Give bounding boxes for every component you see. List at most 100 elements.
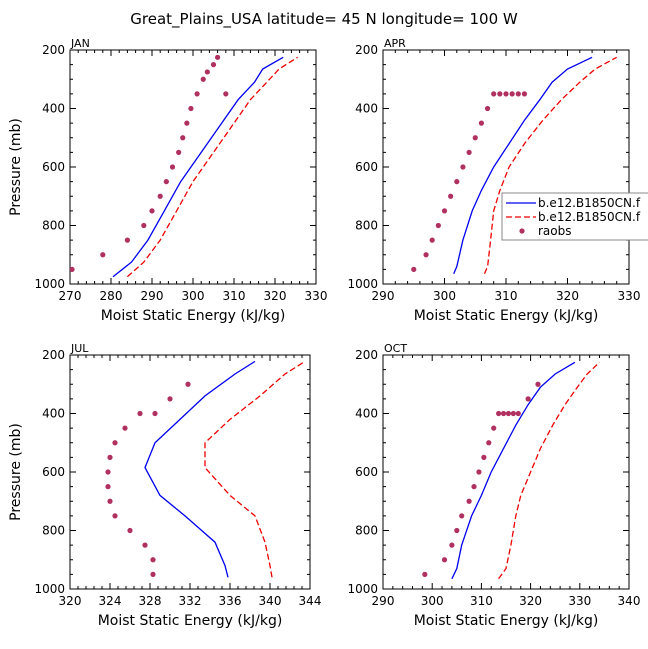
- y-tick-label: 1000: [347, 277, 378, 291]
- raobs-point: [515, 410, 521, 417]
- x-tick-label: 320: [519, 594, 542, 608]
- raobs-point: [157, 193, 163, 199]
- y-tick-label: 1000: [34, 582, 65, 596]
- raobs-point: [150, 571, 156, 577]
- data-area: [422, 361, 600, 580]
- raobs-point: [484, 105, 491, 112]
- x-axis-label: Moist Static Energy (kJ/kg): [414, 308, 599, 324]
- raobs-point: [472, 135, 478, 141]
- data-area: [70, 54, 298, 278]
- raobs-point: [486, 440, 492, 446]
- x-tick-label: 330: [618, 289, 641, 303]
- raobs-point: [169, 164, 176, 170]
- raobs-point: [210, 62, 217, 68]
- raobs-point: [142, 542, 148, 548]
- raobs-point: [163, 179, 169, 185]
- y-tick-label: 600: [42, 465, 65, 479]
- x-tick-label: 320: [59, 594, 82, 608]
- x-tick-label: 290: [141, 289, 164, 303]
- raobs-point: [105, 484, 111, 490]
- y-tick-label: 400: [42, 407, 65, 421]
- x-tick-label: 300: [433, 289, 456, 303]
- raobs-point: [460, 164, 466, 170]
- raobs-point: [200, 76, 206, 82]
- raobs-point: [503, 91, 509, 97]
- raobs-point: [122, 425, 128, 431]
- raobs-point: [107, 454, 113, 460]
- series-line-model-b: [498, 361, 600, 580]
- raobs-point: [454, 527, 460, 534]
- raobs-point: [188, 105, 194, 112]
- legend-label: raobs: [538, 224, 572, 238]
- raobs-point: [454, 179, 460, 185]
- x-tick-label: 330: [305, 289, 328, 303]
- panel-oct: 290 300 310 320 330 340 200 400 600 800 1000 OCT Moi…: [347, 342, 640, 629]
- raobs-point: [521, 91, 528, 97]
- raobs-point: [422, 571, 428, 577]
- series-line-model-b: [204, 360, 306, 578]
- x-tick-label: 290: [372, 289, 395, 303]
- x-tick-label: 280: [100, 289, 123, 303]
- raobs-point: [496, 410, 502, 417]
- raobs-point: [481, 454, 487, 460]
- y-tick-label: 400: [42, 102, 65, 116]
- panel-label: JUL: [70, 342, 89, 355]
- panels: 270 280 290 300 310 320 330 200 400 600 800 1000 JAN…: [8, 37, 640, 629]
- y-tick-label: 800: [355, 524, 378, 538]
- raobs-point: [105, 469, 111, 475]
- raobs-point: [149, 208, 155, 214]
- x-tick-label: 344: [299, 594, 322, 608]
- x-tick-label: 336: [219, 594, 242, 608]
- raobs-point: [535, 381, 541, 387]
- panel-label: OCT: [384, 342, 407, 355]
- raobs-point: [100, 252, 106, 258]
- raobs-point: [478, 120, 484, 126]
- panel-apr: 290 300 310 320 330 200 400 600 800 1000 APR Moist …: [347, 37, 640, 324]
- x-tick-label: 300: [182, 289, 205, 303]
- figure-title: Great_Plains_USA latitude= 45 N longitud…: [130, 10, 518, 29]
- y-tick-label: 400: [355, 102, 378, 116]
- raobs-point: [449, 542, 455, 548]
- y-tick-label: 600: [355, 465, 378, 479]
- x-tick-label: 320: [556, 289, 579, 303]
- y-tick-label: 800: [42, 524, 65, 538]
- x-axis-label: Moist Static Energy (kJ/kg): [414, 613, 599, 629]
- x-tick-label: 340: [618, 594, 641, 608]
- raobs-point: [204, 69, 210, 75]
- y-axis-label: Pressure (mb): [8, 423, 24, 521]
- panel-jan: 270 280 290 300 310 320 330 200 400 600 800 1000 JAN…: [8, 37, 327, 324]
- raobs-point: [471, 484, 477, 490]
- x-tick-label: 330: [568, 594, 591, 608]
- x-tick-label: 340: [259, 594, 282, 608]
- x-tick-label: 270: [59, 289, 82, 303]
- series-line-model-a: [451, 361, 576, 580]
- raobs-point: [466, 149, 472, 155]
- x-tick-label: 310: [495, 289, 518, 303]
- raobs-point: [505, 410, 512, 417]
- x-tick-label: 324: [99, 594, 122, 608]
- raobs-point: [491, 91, 497, 97]
- legend-label: b.e12.B1850CN.f: [538, 210, 641, 224]
- raobs-point: [448, 193, 454, 199]
- raobs-point: [124, 237, 130, 243]
- raobs-point: [515, 91, 521, 97]
- raobs-point: [497, 91, 503, 97]
- raobs-point: [150, 557, 156, 563]
- series-line-model-b: [483, 56, 618, 275]
- legend-marker-raobs: [519, 228, 525, 234]
- raobs-point: [137, 410, 143, 417]
- raobs-point: [141, 222, 147, 229]
- panel-jul: 320 324 328 332 336 340 344 200 400 600 800 1000 JUL…: [8, 342, 321, 629]
- raobs-point: [476, 469, 482, 475]
- raobs-point: [423, 252, 429, 258]
- x-tick-label: 290: [372, 594, 395, 608]
- raobs-point: [180, 135, 186, 141]
- y-tick-label: 600: [355, 160, 378, 174]
- raobs-point: [441, 557, 448, 563]
- series-line-model-a: [453, 56, 593, 275]
- raobs-point: [70, 266, 75, 272]
- series-line-model-a: [144, 360, 256, 578]
- y-tick-label: 200: [355, 43, 378, 57]
